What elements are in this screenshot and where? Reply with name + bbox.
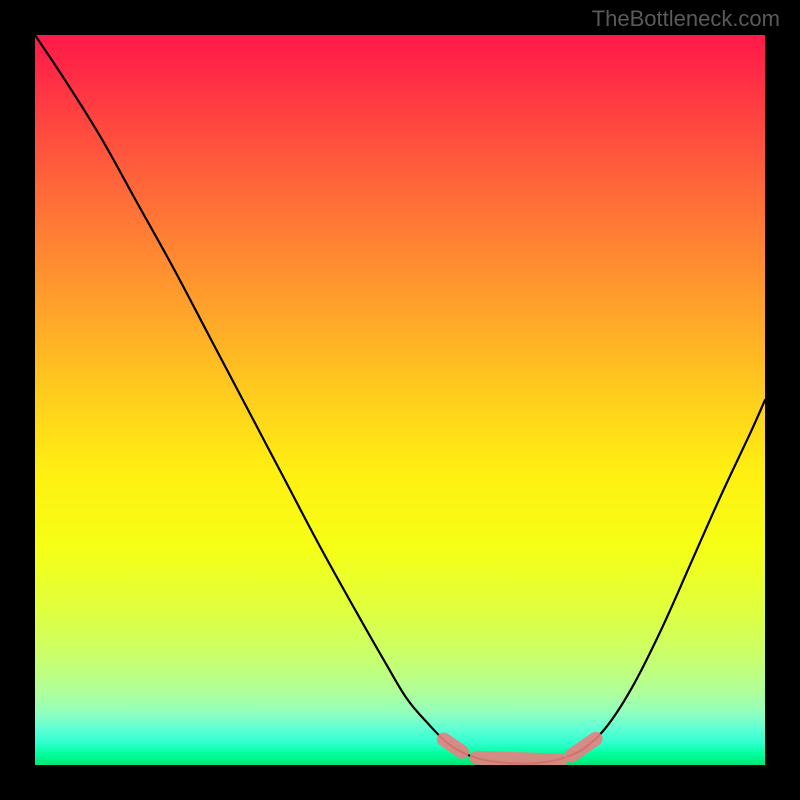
watermark-text: TheBottleneck.com — [592, 6, 780, 32]
chart-frame: TheBottleneck.com — [0, 0, 800, 800]
gradient-background — [35, 35, 765, 765]
highlight-segment — [477, 758, 561, 761]
chart-svg — [35, 35, 765, 765]
plot-area — [35, 35, 765, 765]
